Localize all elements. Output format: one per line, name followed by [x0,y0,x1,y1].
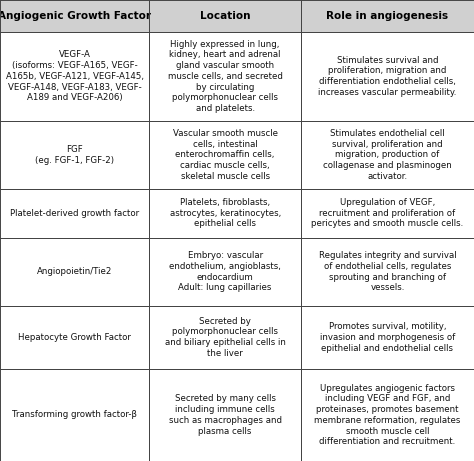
Bar [0,0,149,32]
Text: Secreted by many cells
including immune cells
such as macrophages and
plasma cel: Secreted by many cells including immune … [169,394,282,436]
Bar [0,238,149,306]
Bar [0,189,149,238]
Bar [0,306,149,369]
Bar [301,238,474,306]
Bar [301,121,474,189]
Text: Platelets, fibroblasts,
astrocytes, keratinocytes,
epithelial cells: Platelets, fibroblasts, astrocytes, kera… [170,198,281,229]
Text: Upregulates angiogenic factors
including VEGF and FGF, and
proteinases, promotes: Upregulates angiogenic factors including… [314,384,461,446]
Text: Highly expressed in lung,
kidney, heart and adrenal
gland vascular smooth
muscle: Highly expressed in lung, kidney, heart … [168,40,283,113]
Text: Transforming growth factor-β: Transforming growth factor-β [12,410,137,420]
Bar [0,189,149,238]
Bar [149,306,301,369]
Bar [149,32,301,121]
Bar [149,369,301,461]
Bar [149,189,301,238]
Bar [149,369,301,461]
Bar [0,121,149,189]
Bar [301,369,474,461]
Bar [301,32,474,121]
Text: Angiogenic Growth Factor: Angiogenic Growth Factor [0,11,151,21]
Text: Stimulates endothelial cell
survival, proliferation and
migration, production of: Stimulates endothelial cell survival, pr… [323,129,452,181]
Bar [301,189,474,238]
Bar [301,306,474,369]
Text: Location: Location [200,11,250,21]
Bar [0,121,149,189]
Text: Embryo: vascular
endothelium, angioblasts,
endocardium
Adult: lung capillaries: Embryo: vascular endothelium, angioblast… [169,251,281,292]
Bar [149,189,301,238]
Text: Secreted by
polymorphonuclear cells
and biliary epithelial cells in
the liver: Secreted by polymorphonuclear cells and … [164,317,286,358]
Bar [149,0,301,32]
Bar [0,369,149,461]
Bar [301,189,474,238]
Bar [301,238,474,306]
Bar [301,369,474,461]
Bar [149,121,301,189]
Text: Platelet-derived growth factor: Platelet-derived growth factor [10,209,139,218]
Bar [0,32,149,121]
Bar [149,238,301,306]
Bar [149,306,301,369]
Text: Angiopoietin/Tie2: Angiopoietin/Tie2 [37,267,112,276]
Text: Vascular smooth muscle
cells, intestinal
enterochromaffin cells,
cardiac muscle : Vascular smooth muscle cells, intestinal… [173,129,278,181]
Bar [149,0,301,32]
Bar [301,306,474,369]
Bar [0,238,149,306]
Text: VEGF-A
(isoforms: VEGF-A165, VEGF-
A165b, VEGF-A121, VEGF-A145,
VEGF-A148, VEGF-: VEGF-A (isoforms: VEGF-A165, VEGF- A165b… [6,50,144,102]
Bar [0,32,149,121]
Bar [301,0,474,32]
Text: Regulates integrity and survival
of endothelial cells, regulates
sprouting and b: Regulates integrity and survival of endo… [319,251,456,292]
Text: Stimulates survival and
proliferation, migration and
differentiation endothelial: Stimulates survival and proliferation, m… [319,56,456,97]
Bar [149,238,301,306]
Bar [301,0,474,32]
Bar [0,0,149,32]
Bar [301,32,474,121]
Text: Hepatocyte Growth Factor: Hepatocyte Growth Factor [18,333,131,342]
Bar [0,306,149,369]
Text: Role in angiogenesis: Role in angiogenesis [327,11,448,21]
Text: FGF
(eg. FGF-1, FGF-2): FGF (eg. FGF-1, FGF-2) [35,145,114,165]
Bar [149,32,301,121]
Bar [0,369,149,461]
Text: Upregulation of VEGF,
recruitment and proliferation of
pericytes and smooth musc: Upregulation of VEGF, recruitment and pr… [311,198,464,229]
Text: Promotes survival, motility,
invasion and morphogenesis of
epithelial and endoth: Promotes survival, motility, invasion an… [320,322,455,353]
Bar [149,121,301,189]
Bar [301,121,474,189]
